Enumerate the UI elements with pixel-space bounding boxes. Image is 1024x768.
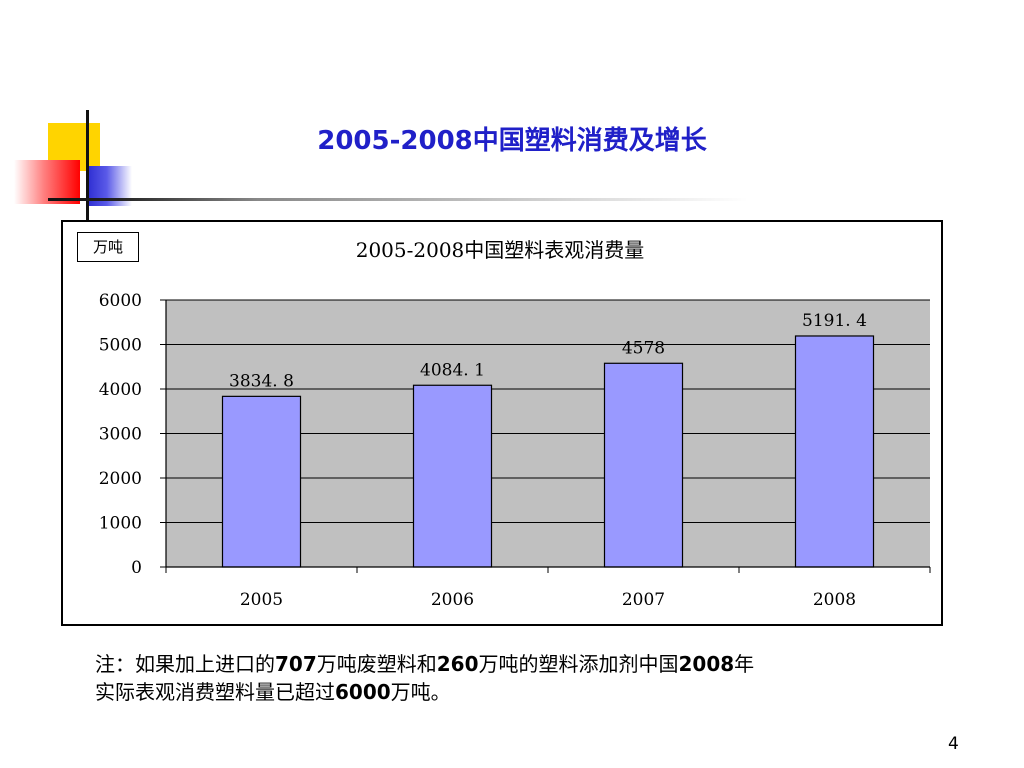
bar-value-label: 4084. 1 [420, 360, 485, 380]
y-tick-label: 2000 [99, 469, 142, 489]
x-tick-label: 2007 [622, 590, 665, 610]
note-text-part: 万吨。 [390, 680, 451, 704]
axes [160, 299, 931, 573]
decor-red-square [14, 160, 80, 204]
note-number: 260 [436, 652, 479, 676]
decor-horizontal-line [48, 198, 748, 201]
bar-value-label: 3834. 8 [229, 371, 294, 391]
y-tick-label: 5000 [99, 336, 142, 356]
bar [221, 395, 302, 568]
slide-title: 2005-2008中国塑料消费及增长 [317, 126, 707, 156]
x-tick-label: 2008 [813, 590, 856, 610]
note-line-1: 注：如果加上进口的707万吨废塑料和260万吨的塑料添加剂中国2008年 [95, 650, 955, 678]
note-number: 2008 [678, 652, 735, 676]
x-tick-labels: 2005 2006 2007 2008 [240, 590, 856, 610]
note-text: 注：如果加上进口的707万吨废塑料和260万吨的塑料添加剂中国2008年 实际表… [95, 650, 955, 706]
bar [412, 384, 493, 568]
value-labels: 3834. 8 4084. 1 4578 5191. 4 [229, 311, 867, 391]
page-number: 4 [948, 734, 959, 754]
note-text-part: 实际表观消费塑料量已超过 [95, 680, 335, 704]
chart-title: 2005-2008中国塑料表观消费量 [355, 238, 645, 262]
x-tick-label: 2006 [431, 590, 474, 610]
y-tick-label: 0 [131, 558, 142, 578]
note-text-part: 年 [734, 652, 755, 676]
decor-vertical-line [86, 110, 89, 222]
note-text-part: 万吨的塑料添加剂中国 [478, 652, 679, 676]
y-tick-labels: 0 1000 2000 3000 4000 5000 6000 [99, 291, 142, 578]
note-text-part: 注：如果加上进口的 [95, 652, 275, 676]
bar-value-label: 5191. 4 [802, 311, 867, 331]
note-text-part: 万吨废塑料和 [316, 652, 437, 676]
y-tick-label: 1000 [99, 514, 142, 534]
y-tick-label: 3000 [99, 425, 142, 445]
bar [603, 362, 684, 568]
y-tick-label: 6000 [99, 291, 142, 311]
bar [794, 335, 875, 568]
note-number: 6000 [335, 680, 391, 704]
y-tick-label: 4000 [99, 380, 142, 400]
x-tick-label: 2005 [240, 590, 283, 610]
unit-label: 万吨 [77, 232, 139, 262]
note-line-2: 实际表观消费塑料量已超过6000万吨。 [95, 678, 955, 706]
note-number: 707 [275, 652, 317, 676]
bar-value-label: 4578 [622, 338, 665, 358]
